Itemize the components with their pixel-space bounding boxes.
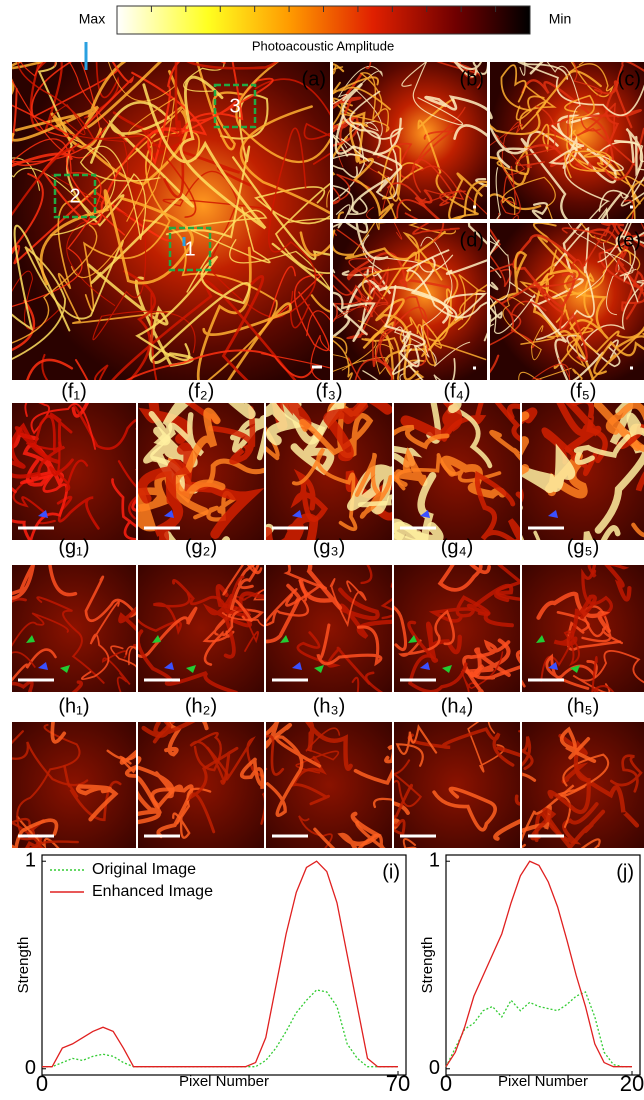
x-tick-label: 20 [620,1071,644,1095]
legend-label: Enhanced Image [92,883,213,900]
panel-label: (e) [617,229,641,251]
panel-label: (f₄) [443,380,470,402]
series-line [42,990,398,1067]
panel-label: (i) [382,861,400,883]
panel-label: (g₂) [185,536,217,558]
y-axis-label: Strength [419,937,436,994]
panel-label: (g₁) [58,536,89,558]
panel-label: (h₃) [313,695,346,717]
x-tick-label: 70 [386,1071,410,1095]
x-tick-label: 0 [36,1071,48,1095]
panel-label: (a) [302,68,326,90]
panel-label: (f₂) [188,380,215,402]
legend-label: Original Image [92,861,196,878]
x-axis-label: Pixel Number [179,1073,269,1090]
x-tick-label: 0 [440,1071,452,1095]
y-tick-label: 0 [25,1057,36,1079]
panel-label: (f₅) [570,380,597,402]
region-label: 2 [69,185,80,207]
panel-label: (g₄) [441,536,474,558]
y-tick-label: 0 [429,1057,440,1079]
region-label: 3 [229,95,240,117]
panel-label: (g₃) [313,536,346,558]
panel-label: (h₁) [58,695,89,717]
y-axis-label: Strength [15,937,32,994]
panel-label: (f₁) [61,380,87,402]
panel-label: (h₅) [567,695,600,717]
region-label: 1 [184,238,195,260]
panel-label: (d) [460,229,484,251]
series-line [446,992,632,1067]
y-tick-label: 1 [429,850,440,872]
panel-label: (g₅) [567,536,600,558]
y-tick-label: 1 [25,850,36,872]
colorbar-max: Max [79,11,105,27]
image-panels [0,0,644,902]
plot-frame [446,855,640,1075]
panel-label: (b) [460,68,484,90]
panel-label: (f₃) [315,380,342,402]
panel-label: (j) [616,861,634,883]
panel-label: (h₂) [185,695,217,717]
series-line [446,861,632,1066]
colorbar-min: Min [549,11,572,27]
panel-label: (h₄) [441,695,474,717]
figure: Max Min Photoacoustic Amplitude (a) 1 2 3 (b… [0,0,644,1095]
panel-label: (c) [618,68,641,90]
colorbar-label: Photoacoustic Amplitude [252,38,394,53]
x-axis-label: Pixel Number [498,1073,588,1090]
colorbar: Max Min Photoacoustic Amplitude [79,6,572,53]
